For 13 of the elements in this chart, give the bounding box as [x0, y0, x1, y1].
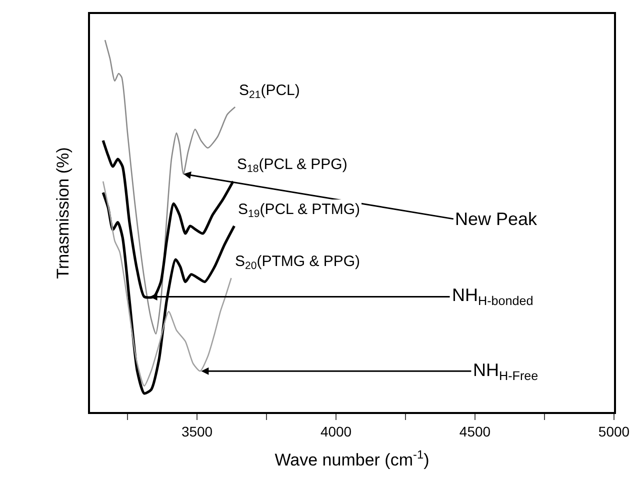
annotation: NH$_{H-Free}$: [473, 360, 538, 383]
x-tick-label: 3500: [181, 424, 213, 440]
x-tick-label: 5000: [598, 424, 630, 440]
series-label: S$_{18}$(PCL & PPG): [237, 156, 348, 176]
y-axis-title: Trnasmission (%): [53, 147, 72, 279]
x-axis-title: Wave number (cm$^{-1}$): [274, 447, 430, 470]
annotation: NH$_{H-bonded}$: [452, 285, 534, 308]
series-label: S$_{21}$(PCL): [239, 82, 300, 102]
x-tick-label: 4500: [459, 424, 491, 440]
x-tick-label: 4000: [320, 424, 352, 440]
series-label: S$_{19}$(PCL & PTMG): [238, 201, 360, 220]
series-label: S$_{20}$(PTMG & PPG): [235, 253, 360, 272]
annotation: New Peak: [455, 209, 538, 229]
